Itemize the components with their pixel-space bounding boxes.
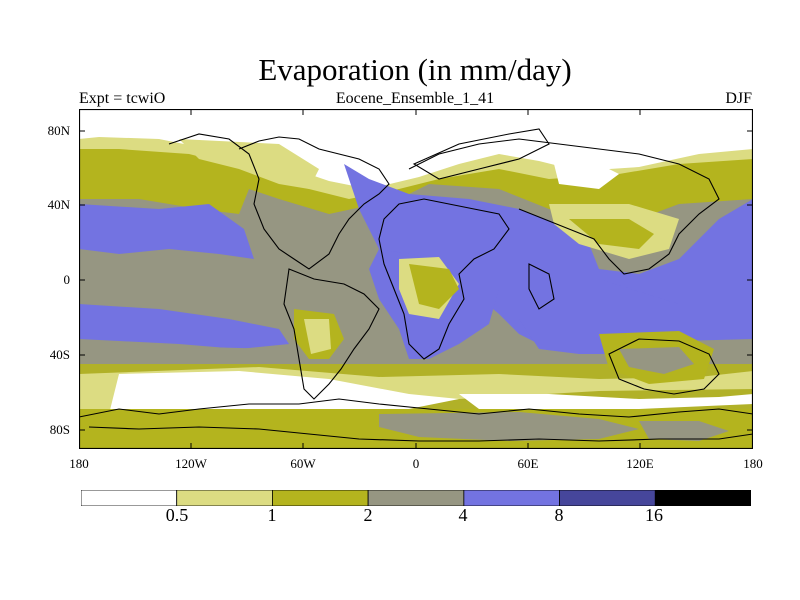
coastline-antarctica (79, 398, 753, 418)
colorbar-label-8: 8 (554, 505, 564, 525)
field-pacific-sh-blue (79, 304, 289, 349)
xtick-label-180e: 180 (743, 456, 763, 471)
xtick-label-60w: 60W (290, 456, 316, 471)
colorbar-swatch-1 (176, 490, 273, 506)
colorbar-label-1: 1 (267, 505, 277, 525)
colorbar-swatch-6 (654, 490, 751, 506)
field-southern-white (109, 371, 459, 419)
field-namerica-light (179, 139, 319, 189)
coastline-australia (608, 338, 720, 395)
coastline-africa-europe (378, 198, 510, 360)
coastline-south-america (283, 268, 380, 400)
ytick-label-80n: 80N (47, 123, 70, 138)
coastline-north-america (168, 133, 390, 270)
field-nh-olive (79, 164, 249, 214)
field-antarctic-grey-2 (639, 421, 729, 441)
ytick-label-80s: 80S (49, 422, 70, 437)
colorbar-label-2: 2 (363, 505, 373, 525)
xtick-label-120w: 120W (175, 456, 207, 471)
field-samerica-light (304, 319, 331, 354)
colorbar-swatch-3 (367, 490, 465, 506)
colorbar-label-16: 16 (645, 505, 663, 525)
colorbar-label-0-5: 0.5 (165, 505, 189, 525)
colorbar (81, 490, 751, 506)
field-china-olive (569, 219, 654, 249)
field-australia-grey (619, 347, 694, 374)
colorbar-swatch-0 (81, 490, 178, 506)
field-antarctic-grey (379, 412, 639, 441)
ytick-label-40s: 40S (49, 347, 70, 362)
coastline-india (528, 263, 555, 310)
evaporation-map (79, 109, 753, 449)
coastline-europe-asia (408, 138, 720, 275)
field-eastpac-white (554, 164, 619, 189)
xtick-label-120e: 120E (626, 456, 654, 471)
field-southern-white-2 (459, 394, 753, 409)
xtick-label-60e: 60E (517, 456, 539, 471)
experiment-label: Expt = tcwiO (79, 90, 166, 107)
colorbar-swatch-4 (463, 490, 560, 506)
coastline-antarctica-inner (88, 426, 753, 442)
chart-title: Evaporation (in mm/day) (258, 52, 572, 87)
ytick-label-40n: 40N (47, 197, 70, 212)
colorbar-swatch-2 (272, 490, 369, 506)
ytick-label-0: 0 (63, 272, 71, 287)
xtick-label-180w: 180 (69, 456, 89, 471)
ensemble-label: Eocene_Ensemble_1_41 (335, 90, 495, 107)
coastlines (79, 128, 753, 442)
colorbar-label-4: 4 (458, 505, 468, 525)
coastline-greenland (412, 128, 550, 180)
axis-ticks (79, 109, 753, 449)
colorbar-swatch-5 (559, 490, 656, 506)
xtick-label-0: 0 (412, 456, 420, 471)
field-safrica-olive (409, 264, 459, 309)
field-indian-blue (519, 279, 753, 354)
field-pacific-nh-blue (79, 204, 254, 259)
season-label: DJF (725, 90, 752, 107)
